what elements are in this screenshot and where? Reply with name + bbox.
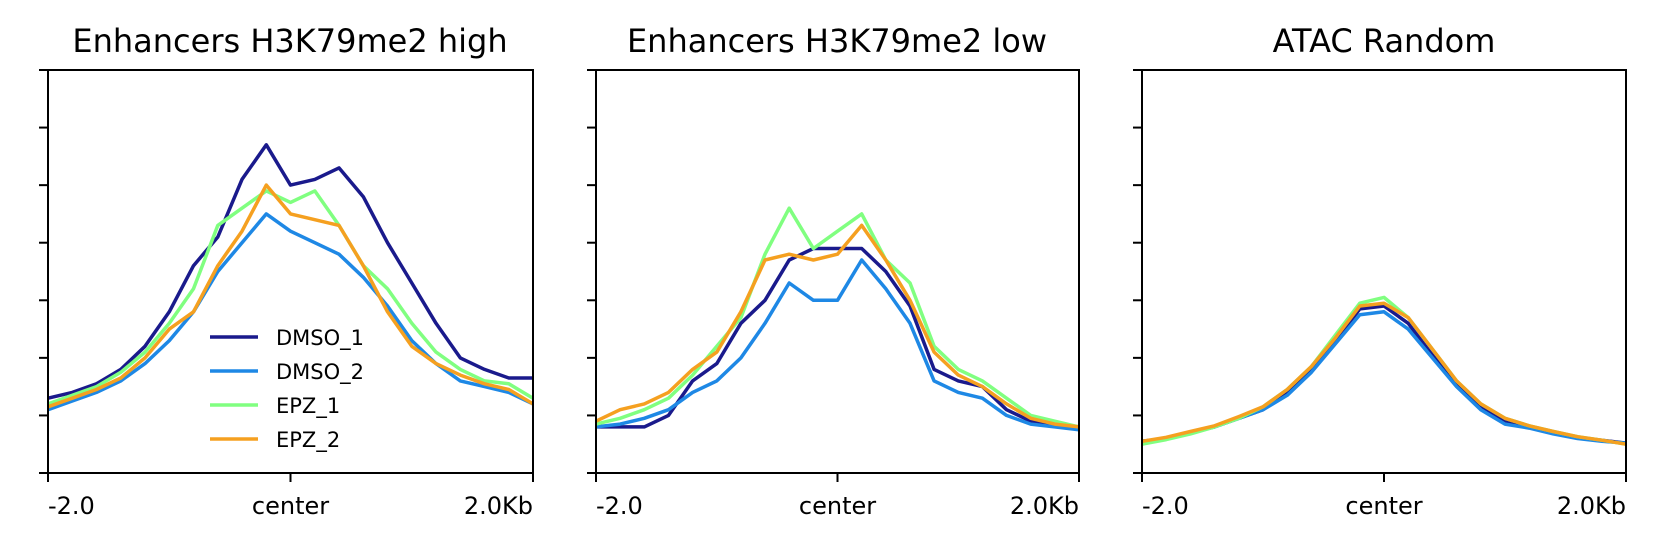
- legend-label-epz-1: EPZ_1: [276, 394, 340, 419]
- panel-3-x-label-end: 2.0Kb: [1557, 492, 1626, 520]
- series-line-dmso-2: [47, 212, 534, 412]
- panel-2-y-ticks: [587, 69, 596, 474]
- series-line-epz-2: [1141, 301, 1627, 446]
- series-line-dmso-2: [595, 258, 1080, 432]
- panel-3-x-label-start: -2.0: [1142, 492, 1189, 520]
- series-line-epz-1: [47, 189, 534, 406]
- legend-label-dmso-2: DMSO_2: [276, 360, 364, 385]
- panel-1-x-label-start: -2.0: [48, 492, 95, 520]
- panel-2-x-label-end: 2.0Kb: [1010, 492, 1079, 520]
- panel-1-title: Enhancers H3K79me2 high: [72, 22, 507, 60]
- series-line-epz-1: [1141, 295, 1627, 446]
- legend-label-epz-2: EPZ_2: [276, 428, 340, 453]
- series-line-dmso-1: [47, 143, 533, 400]
- legend: DMSO_1 DMSO_2 EPZ_1 EPZ_2: [210, 326, 364, 453]
- series-line-epz-1: [595, 206, 1080, 429]
- panel-1-x-label-center: center: [252, 492, 329, 520]
- legend-label-dmso-1: DMSO_1: [276, 326, 364, 351]
- series-line-dmso-1: [1141, 304, 1627, 445]
- panel-2-x-label-center: center: [799, 492, 876, 520]
- panel-3-x-label-center: center: [1345, 492, 1422, 520]
- series-line-epz-2: [47, 183, 534, 409]
- panel-3-series: [1141, 295, 1627, 446]
- panel-2: Enhancers H3K79me2 low -2.0 center 2.0Kb: [587, 22, 1080, 520]
- panel-1-x-label-end: 2.0Kb: [464, 492, 533, 520]
- panel-3-y-ticks: [1133, 69, 1142, 474]
- panel-2-title: Enhancers H3K79me2 low: [627, 22, 1047, 60]
- panel-1-series: [47, 143, 534, 412]
- panel-3-frame: [1141, 69, 1627, 474]
- panel-3-title: ATAC Random: [1273, 22, 1496, 60]
- panel-2-x-label-start: -2.0: [596, 492, 643, 520]
- series-line-dmso-2: [1141, 310, 1627, 445]
- panel-2-x-ticks: [595, 473, 1080, 482]
- panel-1-y-ticks: [39, 69, 48, 474]
- panel-2-series: [595, 206, 1080, 432]
- panel-3: ATAC Random -2.0 center 2.0Kb: [1133, 22, 1627, 520]
- panel-3-x-ticks: [1141, 473, 1627, 482]
- panel-1-x-ticks: [47, 473, 534, 482]
- panel-1: Enhancers H3K79me2 high -2.0 center 2.0K…: [39, 22, 534, 520]
- series-line-epz-2: [595, 223, 1080, 429]
